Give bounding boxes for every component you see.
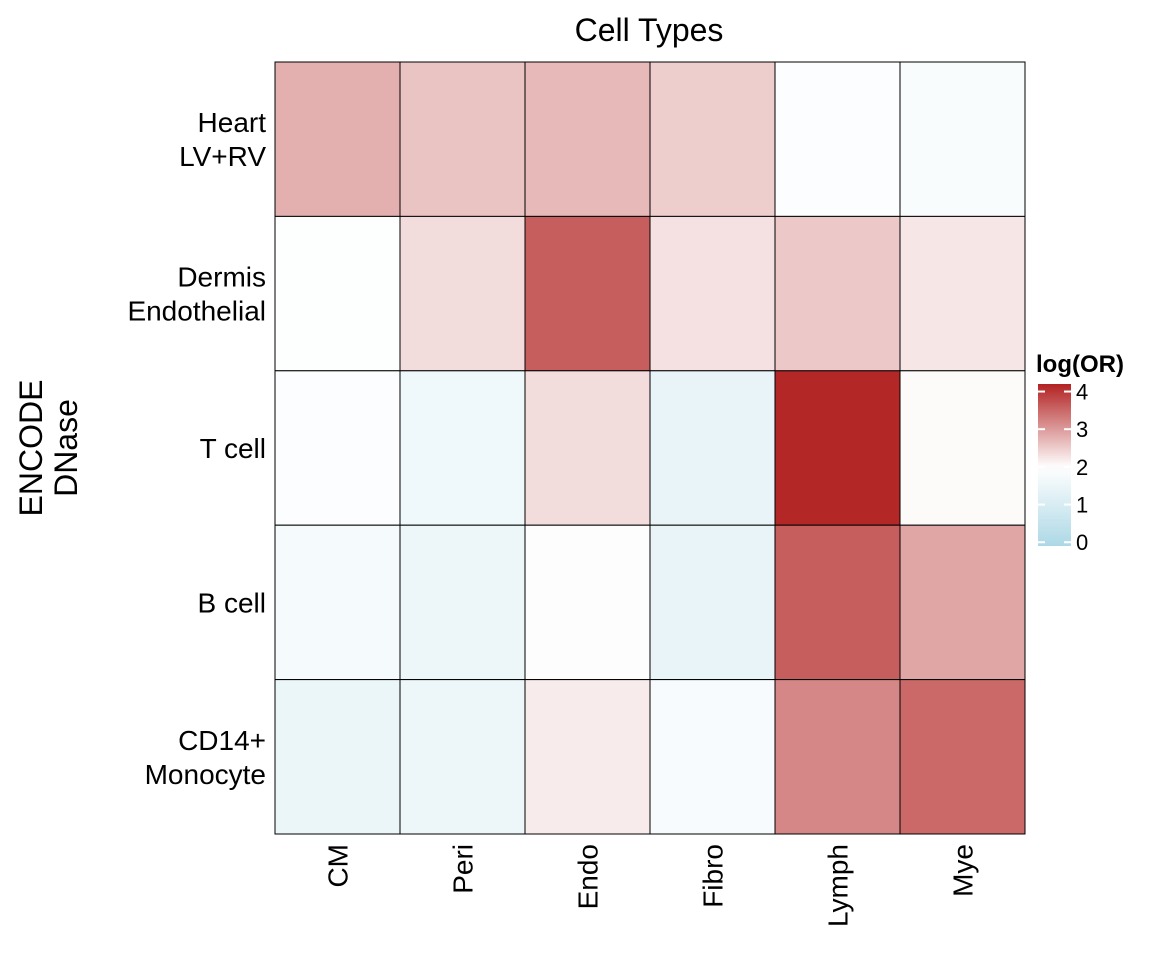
heatmap-cell xyxy=(899,524,1026,681)
heatmap-cells xyxy=(274,61,1026,835)
heatmap-cell xyxy=(774,61,901,217)
column-label: Lymph xyxy=(823,844,854,927)
column-label: Fibro xyxy=(698,844,729,908)
y-axis-title-line: DNase xyxy=(48,399,84,497)
legend-colorbar xyxy=(1038,384,1071,546)
color-legend: log(OR) 0 1 2 3 4 xyxy=(1036,351,1124,555)
heatmap-cell xyxy=(524,370,651,526)
heatmap-cell xyxy=(899,679,1026,835)
heatmap-cell xyxy=(274,524,401,681)
heatmap-cell xyxy=(649,215,776,372)
column-label: Peri xyxy=(448,844,479,894)
heatmap-cell xyxy=(274,370,401,526)
row-label: Monocyte xyxy=(145,759,266,790)
heatmap-cell xyxy=(274,679,401,835)
column-label: Endo xyxy=(573,844,604,909)
chart-title: Cell Types xyxy=(575,12,724,48)
heatmap-cell xyxy=(524,61,651,217)
y-axis-title-line: ENCODE xyxy=(13,380,49,517)
heatmap-cell xyxy=(649,370,776,526)
column-labels: CM Peri Endo Fibro Lymph Mye xyxy=(323,844,979,927)
heatmap-cell xyxy=(524,215,651,372)
row-label: CD14+ xyxy=(178,725,266,756)
column-label: Mye xyxy=(948,844,979,897)
heatmap-cell xyxy=(649,524,776,681)
row-label: B cell xyxy=(198,587,266,618)
row-label: Endothelial xyxy=(127,296,266,327)
column-label: CM xyxy=(323,844,354,888)
legend-tick-label: 3 xyxy=(1076,417,1088,442)
heatmap-cell xyxy=(399,524,526,681)
heatmap-cell xyxy=(399,61,526,217)
legend-tick-label: 2 xyxy=(1076,455,1088,480)
heatmap-cell xyxy=(524,524,651,681)
heatmap-cell xyxy=(774,679,901,835)
row-label: Dermis xyxy=(177,262,266,293)
heatmap-cell xyxy=(399,215,526,372)
heatmap-cell xyxy=(774,370,901,526)
row-label: T cell xyxy=(200,433,266,464)
heatmap-cell xyxy=(899,370,1026,526)
heatmap-cell xyxy=(774,215,901,372)
heatmap-cell xyxy=(399,679,526,835)
y-axis-title: ENCODE DNase xyxy=(13,380,84,517)
heatmap-cell xyxy=(274,215,401,372)
legend-tick-label: 1 xyxy=(1076,493,1088,518)
heatmap-cell xyxy=(649,679,776,835)
heatmap-cell xyxy=(524,679,651,835)
heatmap-cell xyxy=(649,61,776,217)
heatmap-cell xyxy=(899,215,1026,372)
heatmap-cell xyxy=(774,524,901,681)
heatmap-cell xyxy=(899,61,1026,217)
legend-tick-label: 0 xyxy=(1076,530,1088,555)
legend-tick-label: 4 xyxy=(1076,380,1088,405)
row-label: LV+RV xyxy=(179,141,266,172)
heatmap-cell xyxy=(274,61,401,217)
heatmap-cell xyxy=(399,370,526,526)
legend-title: log(OR) xyxy=(1036,351,1124,378)
row-label: Heart xyxy=(198,107,267,138)
legend-ticks: 0 1 2 3 4 xyxy=(1038,380,1088,555)
